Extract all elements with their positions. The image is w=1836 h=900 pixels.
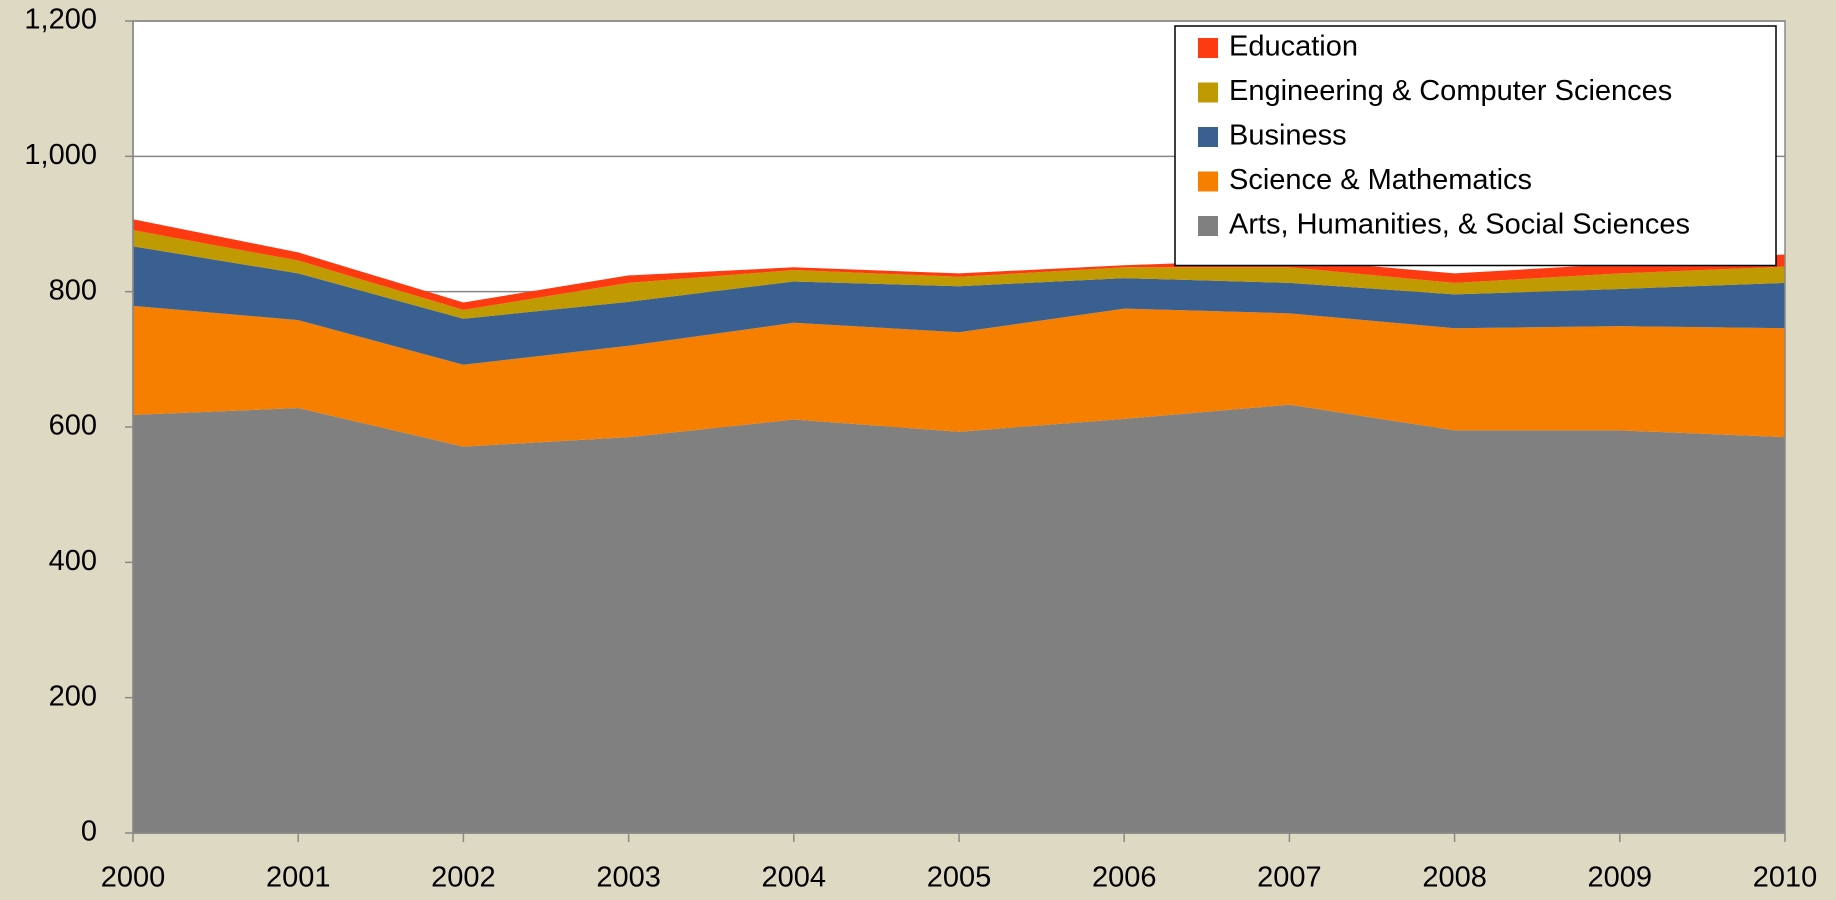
x-tick-label: 2004 (762, 862, 827, 894)
area (133, 230, 1785, 319)
area (133, 305, 1785, 447)
y-tick-label: 400 (49, 545, 97, 577)
legend-label: Science & Mathematics (1229, 164, 1532, 196)
legend-swatch (1198, 38, 1218, 58)
y-tick-label: 200 (49, 680, 97, 712)
y-tick-label: 0 (81, 816, 97, 848)
y-tick-label: 1,000 (24, 139, 97, 171)
x-tick-label: 2003 (596, 862, 661, 894)
legend-swatch (1198, 127, 1218, 147)
x-tick-label: 2007 (1257, 862, 1322, 894)
y-tick-label: 800 (49, 274, 97, 306)
area (133, 246, 1785, 365)
x-tick-label: 2002 (431, 862, 496, 894)
x-tick-label: 2009 (1588, 862, 1653, 894)
x-tick-label: 2000 (101, 862, 166, 894)
legend-label: Business (1229, 120, 1347, 152)
x-tick-label: 2001 (266, 862, 331, 894)
x-tick-label: 2006 (1092, 862, 1157, 894)
legend-swatch (1198, 171, 1218, 192)
y-tick-label: 1,200 (24, 4, 97, 36)
y-tick-label: 600 (49, 410, 97, 442)
legend-label: Arts, Humanities, & Social Sciences (1229, 209, 1690, 241)
legend-swatch (1198, 82, 1218, 103)
x-tick-label: 2005 (927, 862, 992, 894)
x-tick-label: 2008 (1422, 862, 1487, 894)
legend-label: Engineering & Computer Sciences (1229, 75, 1672, 107)
legend-label: Education (1229, 31, 1358, 63)
legend (1174, 25, 1777, 267)
legend-swatch (1198, 216, 1218, 236)
area (133, 404, 1785, 833)
x-tick-label: 2010 (1753, 862, 1818, 894)
